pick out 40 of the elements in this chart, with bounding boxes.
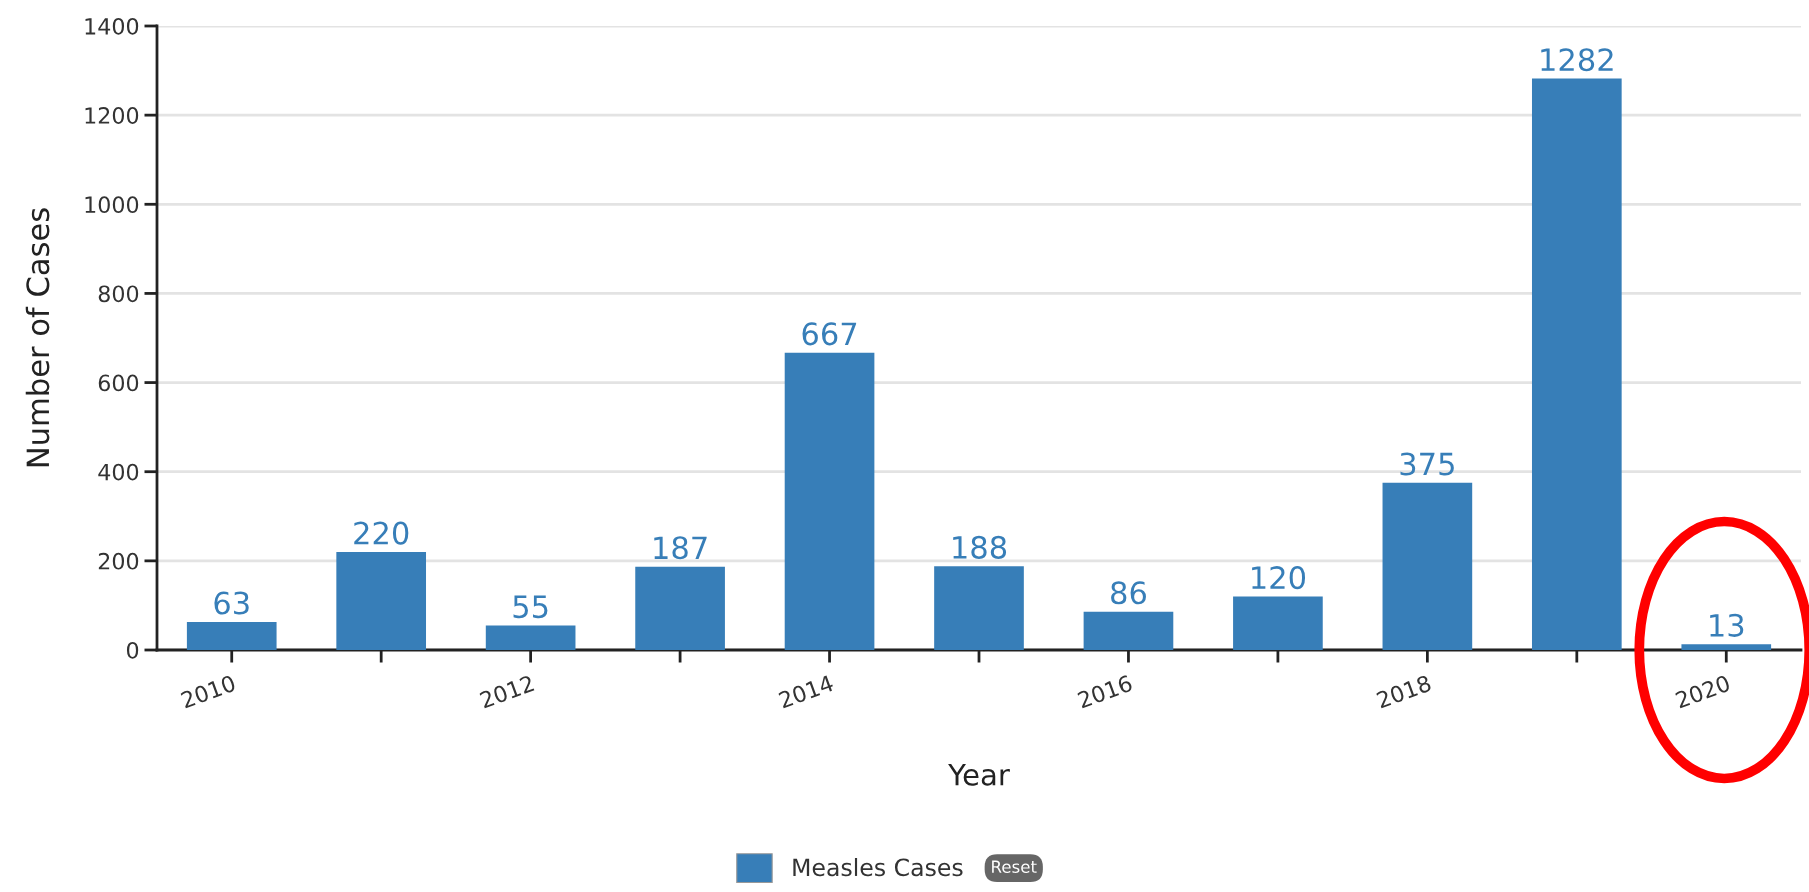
data-label: 1282 [1541,48,1613,72]
x-tick-label: 2014 [778,674,835,709]
bar [1531,78,1622,650]
bar [186,621,277,650]
bar [635,566,725,650]
data-label: 86 [1111,581,1146,605]
legend-label: Measles Cases [793,858,963,877]
y-tick-label: 800 [98,285,139,303]
y-tick-label: 1200 [85,107,139,124]
data-label: 220 [354,521,409,545]
x-tick-label: 2010 [180,674,237,709]
data-label: 13 [1710,613,1744,637]
data-label: 63 [214,591,249,615]
text: Reset [992,860,1037,873]
bar [784,352,875,650]
data-label: 188 [953,535,1007,559]
bar [934,566,1024,650]
bar [1083,611,1174,650]
bar [1233,596,1323,650]
y-tick-label: 1000 [85,196,139,214]
data-label: 187 [654,536,707,560]
bar [485,625,576,650]
x-tick-label: 2016 [1076,674,1134,709]
data-label: 120 [1252,566,1306,590]
y-tick-label: 600 [98,374,139,392]
y-tick-label: 1400 [85,17,139,35]
y-axis-title: Number of Cases [25,208,50,467]
y-tick-label: 0 [126,641,139,659]
data-label: 667 [802,322,857,346]
x-axis-title: Year [948,764,1010,786]
y-tick-label: 400 [98,463,139,481]
y-tick-label: 200 [98,552,139,570]
x-tick-label: 2018 [1375,674,1432,709]
bar [1382,482,1473,650]
x-tick-label: 2020 [1674,674,1731,709]
data-label: 55 [513,595,548,619]
data-label: 375 [1400,452,1454,476]
x-tick-label: 2012 [479,674,535,709]
bar [1681,644,1772,650]
bar [336,551,427,650]
